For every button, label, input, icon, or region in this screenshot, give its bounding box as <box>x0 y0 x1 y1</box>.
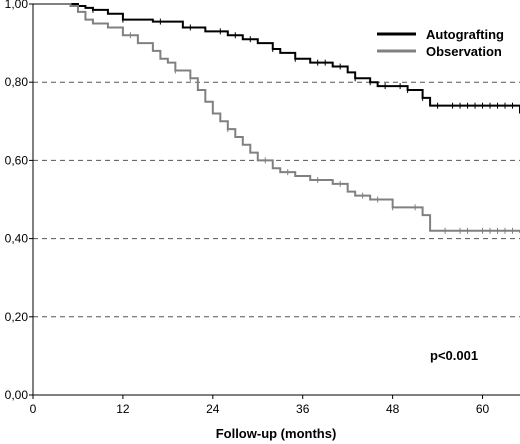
legend-label-autografting: Autografting <box>426 27 504 42</box>
p-value-annotation: p<0.001 <box>430 348 478 363</box>
gridlines <box>33 81 520 318</box>
y-tick-label: 0,20 <box>5 310 29 324</box>
y-tick-label: 1,00 <box>5 0 29 11</box>
x-axis-label: Follow-up (months) <box>216 426 337 441</box>
legend: Autografting Observation <box>377 27 504 59</box>
x-tick-label: 48 <box>386 402 400 416</box>
tick-labels: 0,00 0,20 0,40 0,60 0,80 1,00 0 12 24 36 48 60 <box>5 0 490 416</box>
x-tick-label: 36 <box>296 402 310 416</box>
x-tick-label: 60 <box>476 402 490 416</box>
x-tick-label: 0 <box>30 402 37 416</box>
x-tick-label: 12 <box>116 402 130 416</box>
y-tick-label: 0,40 <box>5 232 29 246</box>
plot-series <box>33 3 520 234</box>
y-tick-label: 0,60 <box>5 153 29 167</box>
series-line-observation <box>33 3 520 233</box>
legend-label-observation: Observation <box>426 44 502 59</box>
y-tick-label: 0,80 <box>5 75 29 89</box>
x-tick-label: 24 <box>206 402 220 416</box>
axes <box>29 3 520 399</box>
y-tick-label: 0,00 <box>5 388 29 402</box>
